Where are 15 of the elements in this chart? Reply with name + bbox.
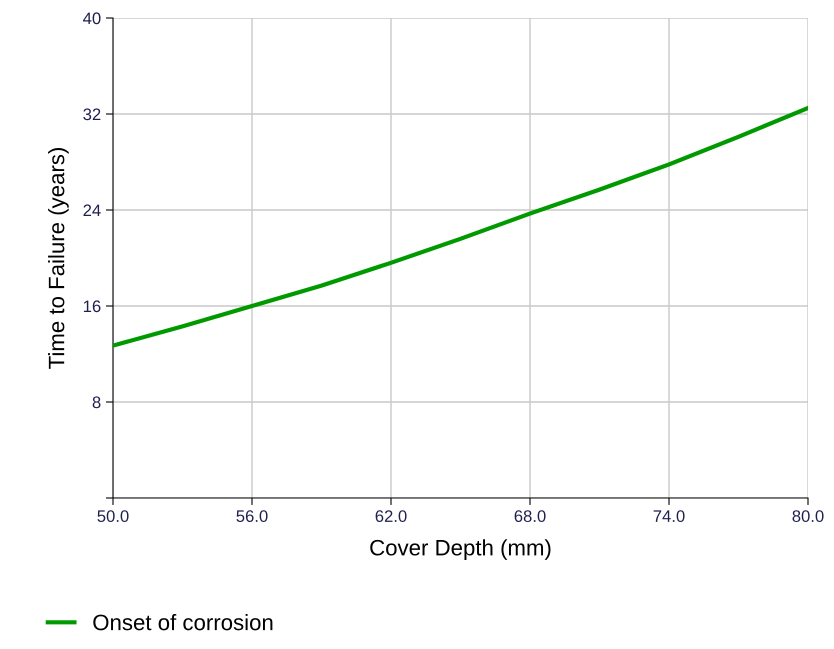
y-tick-label: 16	[84, 300, 100, 312]
x-tick-label: 50.0	[97, 510, 129, 522]
y-tick-label: 24	[83, 204, 101, 216]
legend-label: Onset of corrosion	[93, 614, 272, 630]
x-axis-title: Cover Depth (mm)	[370, 539, 550, 560]
line-series	[113, 106, 808, 348]
y-tick-label: 40	[83, 12, 101, 24]
y-axis-title: Time to Failure (years)	[48, 148, 69, 369]
y-tick-label: 8	[92, 396, 100, 408]
x-tick-label: 62.0	[376, 510, 407, 522]
x-tick-label: 74.0	[654, 510, 685, 522]
x-tick-label: 56.0	[236, 510, 268, 522]
x-tick-label: 80.0	[792, 510, 824, 522]
y-tick-label: 32	[83, 108, 100, 120]
x-tick-label: 68.0	[514, 510, 546, 522]
